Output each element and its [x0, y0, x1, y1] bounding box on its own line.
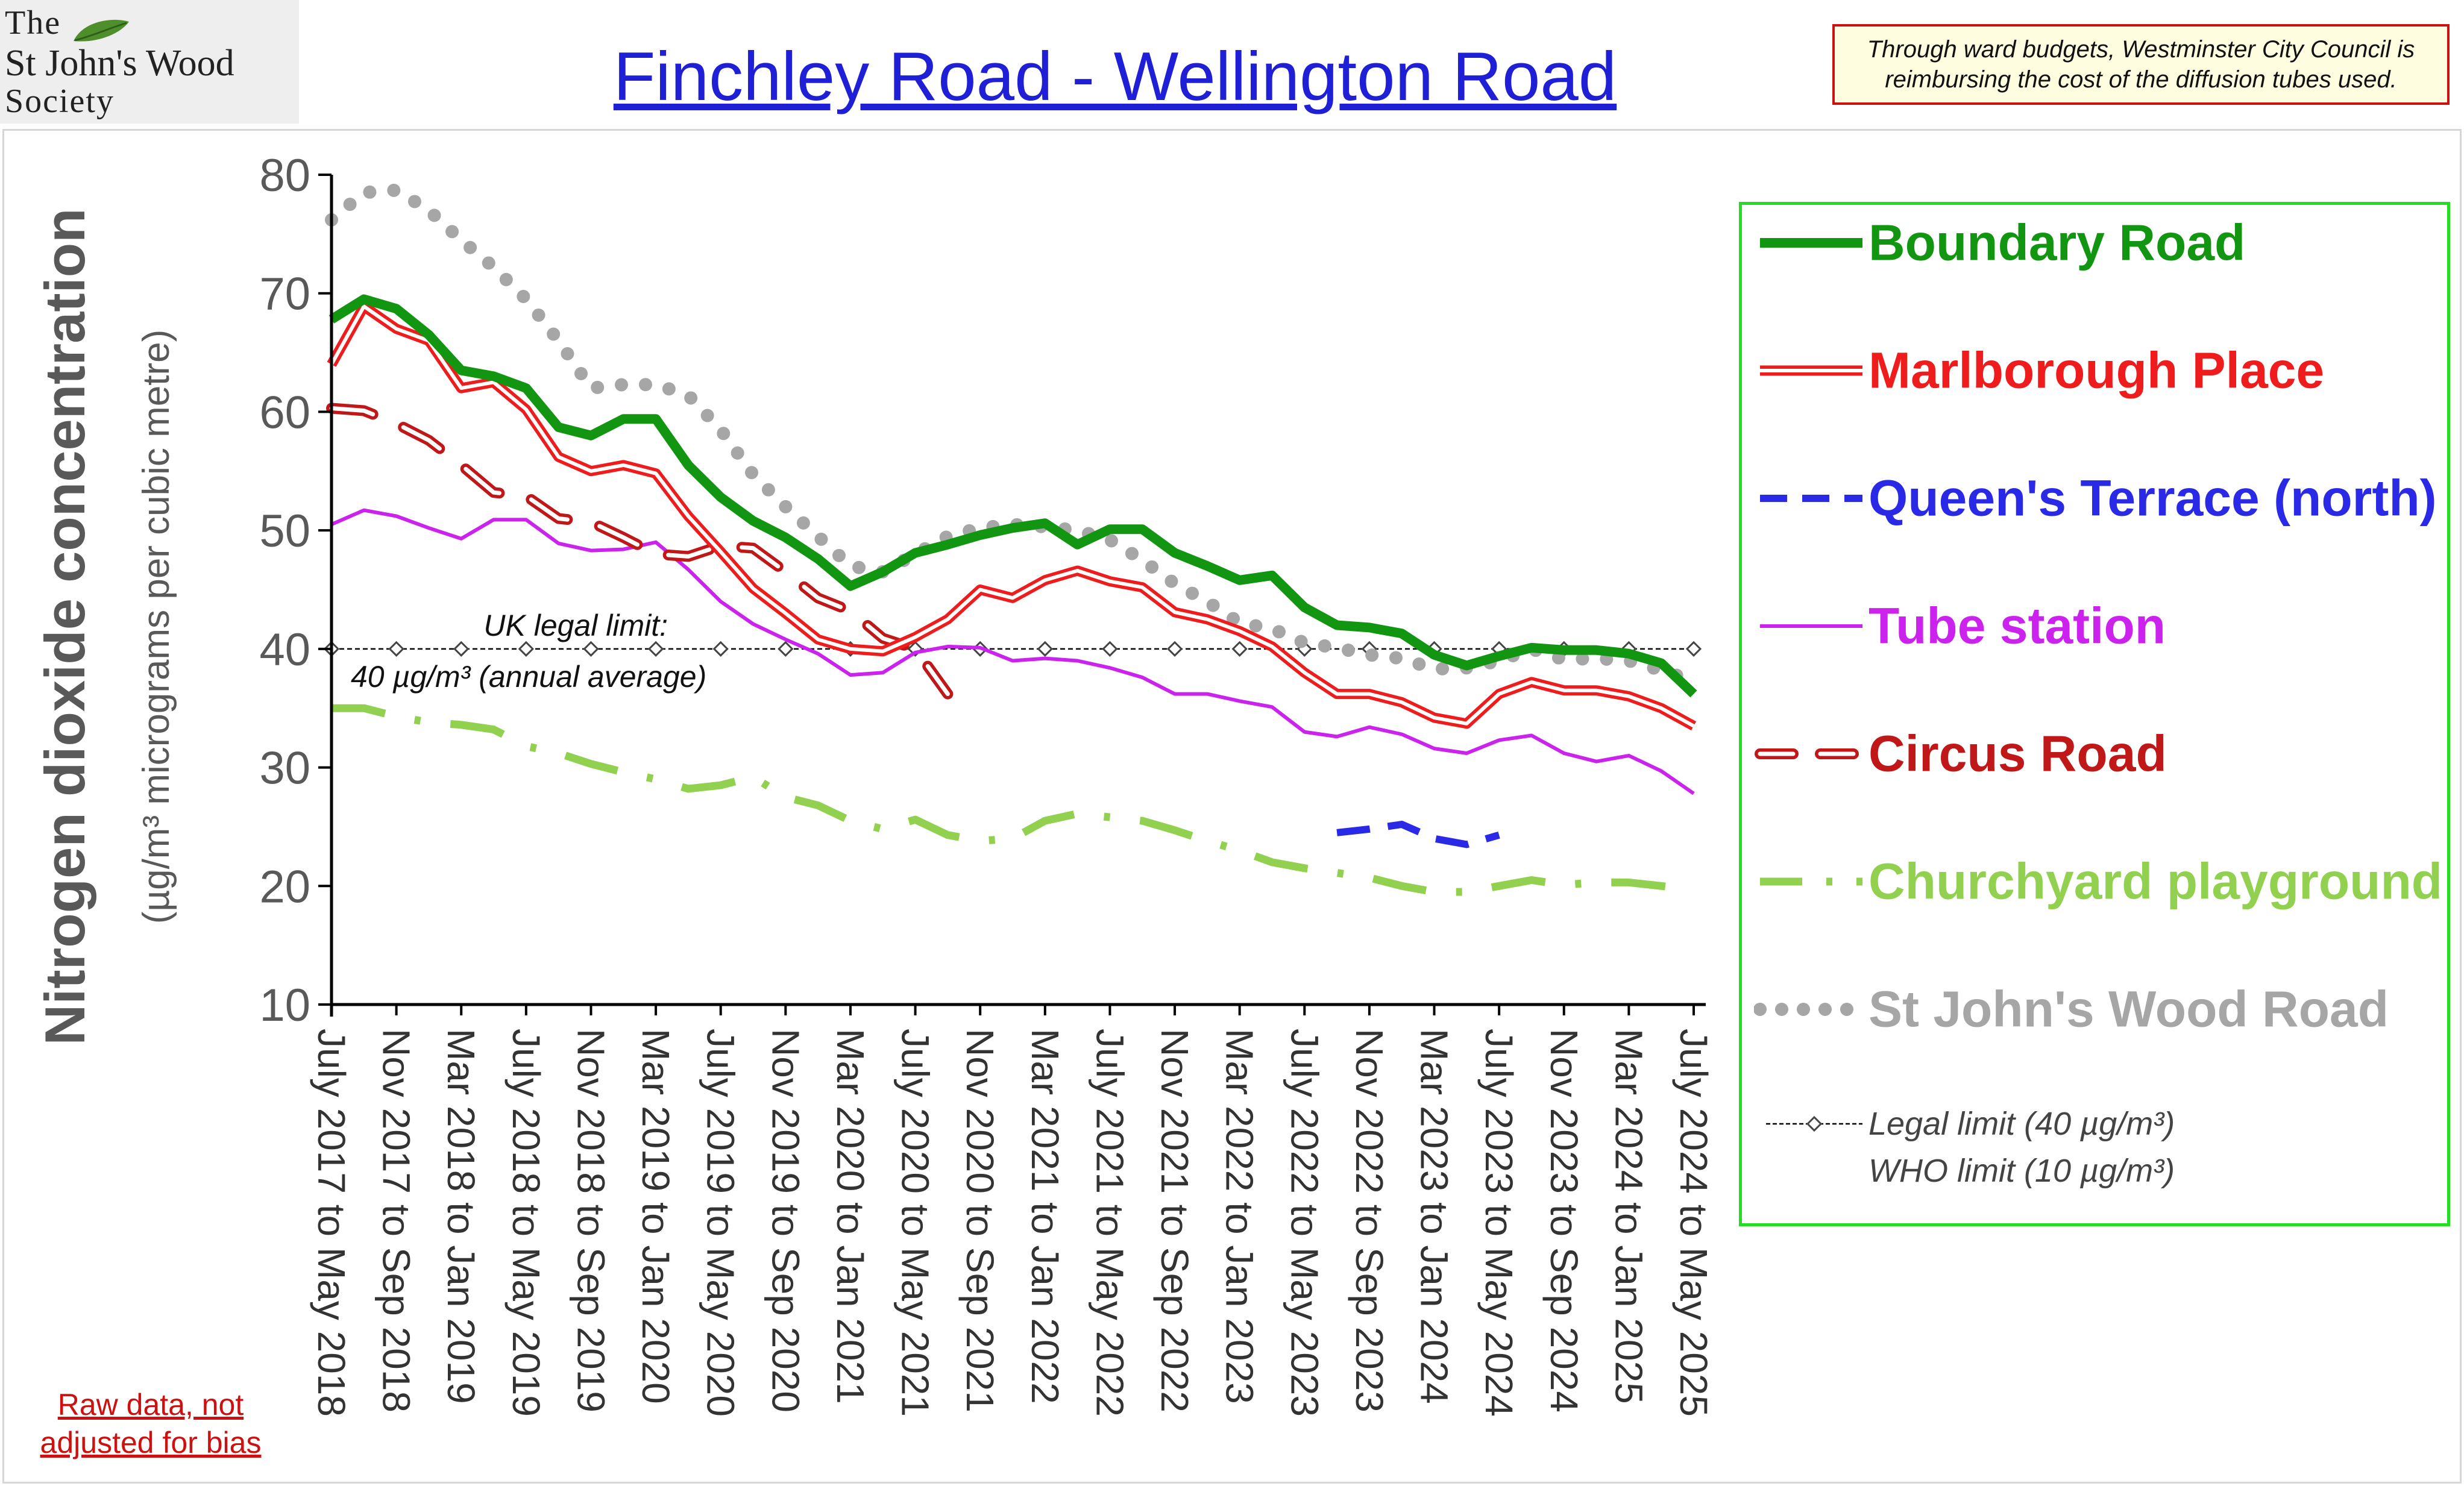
- x-tick-label: Nov 2020 to Sep 2021: [958, 1029, 1002, 1412]
- legal-limit-marker: [647, 641, 664, 657]
- x-tick-label: Mar 2022 to Jan 2023: [1218, 1029, 1262, 1404]
- legend-limit-text: WHO limit (10 µg/m³): [1868, 1153, 2175, 1189]
- plot-frame: [2, 129, 2462, 1484]
- legend-item-boundary: Boundary Road: [1754, 210, 2447, 276]
- series-line-boundary: [328, 294, 1697, 698]
- y-tick-label: 60: [259, 387, 310, 438]
- y-tick-label: 30: [259, 743, 310, 794]
- legend-swatch-tube: [1760, 624, 1862, 628]
- series-line-circus-inner: [329, 406, 950, 697]
- legend-item-stjohns: St John's Wood Road: [1754, 976, 2447, 1042]
- legal-limit-marker: [712, 641, 729, 657]
- legal-limit-marker: [1102, 641, 1118, 657]
- legend-swatch-churchyard: [1760, 877, 1862, 886]
- chart-legend: Boundary Road Marlborough Place Queen's Te…: [1739, 202, 2450, 1226]
- legend-limit-text: Legal limit (40 µg/m³): [1868, 1106, 2175, 1142]
- leaf-icon: [74, 19, 129, 42]
- x-tick-label: July 2018 to May 2019: [504, 1029, 548, 1417]
- legend-swatch-stjohns: [1754, 1003, 1868, 1016]
- y-tick-label: 80: [259, 150, 310, 201]
- x-tick-label: Nov 2022 to Sep 2023: [1348, 1029, 1391, 1412]
- x-tick-label: Nov 2023 to Sep 2024: [1542, 1029, 1586, 1412]
- legend-swatch-marlborough: [1760, 365, 1862, 376]
- y-tick-label: 50: [259, 506, 310, 557]
- y-tick-label: 70: [259, 269, 310, 320]
- legend-label-circus: Circus Road: [1868, 725, 2167, 782]
- legal-limit-marker: [1685, 641, 1702, 657]
- legend-swatch-queens: [1760, 495, 1862, 502]
- funding-note-text: Through ward budgets, Westminster City C…: [1867, 36, 2415, 93]
- legal-limit-marker: [453, 641, 470, 657]
- series-line-tube: [330, 508, 1695, 795]
- bias-note[interactable]: Raw data, not adjusted for bias: [12, 1386, 289, 1461]
- legend-label-queens: Queen's Terrace (north): [1868, 469, 2437, 527]
- x-tick-label: Mar 2018 to Jan 2019: [439, 1029, 483, 1404]
- x-tick-label: Nov 2017 to Sep 2018: [375, 1029, 418, 1412]
- society-logo: The St John's Wood Society: [0, 0, 299, 124]
- legend-swatch-boundary: [1760, 238, 1862, 248]
- legend-who-limit: WHO limit (10 µg/m³): [1754, 1150, 2447, 1192]
- x-tick-label: Mar 2021 to Jan 2022: [1023, 1029, 1067, 1404]
- x-tick-label: Mar 2024 to Jan 2025: [1607, 1029, 1650, 1404]
- series-line-stjohns: [325, 183, 1700, 688]
- x-tick-label: Nov 2019 to Sep 2020: [764, 1029, 807, 1412]
- x-tick-label: July 2022 to May 2023: [1283, 1029, 1326, 1417]
- logo-line-1: The: [5, 4, 61, 42]
- page-title[interactable]: Finchley Road - Wellington Road: [613, 39, 1617, 115]
- legend-label-churchyard: Churchyard playground: [1868, 853, 2443, 910]
- legend-item-marlborough: Marlborough Place: [1754, 337, 2447, 404]
- x-tick-label: Mar 2019 to Jan 2020: [634, 1029, 677, 1404]
- x-tick-label: Mar 2023 to Jan 2024: [1413, 1029, 1456, 1404]
- legal-limit-marker: [388, 641, 404, 657]
- legal-limit-marker: [1231, 641, 1248, 657]
- y-tick-label: 40: [259, 624, 310, 676]
- legend-label-stjohns: St John's Wood Road: [1868, 980, 2389, 1038]
- x-tick-label: July 2023 to May 2024: [1477, 1029, 1521, 1417]
- series-line-marlborough-inner: [330, 304, 1695, 728]
- legend-item-churchyard: Churchyard playground: [1754, 848, 2447, 915]
- bias-note-text: Raw data, not adjusted for bias: [40, 1388, 262, 1459]
- legend-label-boundary: Boundary Road: [1868, 214, 2246, 271]
- legend-item-circus: Circus Road: [1754, 721, 2447, 787]
- logo-line-3: Society: [5, 83, 115, 120]
- y-axis-title: Nitrogen dioxide concentration: [33, 208, 96, 1045]
- series-line-queens: [1336, 821, 1500, 848]
- series-line-churchyard: [332, 704, 1694, 896]
- legal-limit-marker: [518, 641, 534, 657]
- legal-limit-marker: [778, 641, 794, 657]
- legend-label-marlborough: Marlborough Place: [1868, 342, 2325, 399]
- y-tick-label: 20: [259, 861, 310, 912]
- logo-line-2: St John's Wood: [5, 43, 234, 84]
- x-tick-label: July 2017 to May 2018: [310, 1029, 353, 1417]
- legend-label-tube: Tube station: [1868, 597, 2166, 654]
- legend-item-queens: Queen's Terrace (north): [1754, 465, 2447, 531]
- legend-legal-limit: Legal limit (40 µg/m³): [1754, 1103, 2447, 1145]
- legend-swatch-circus: [1755, 748, 1868, 759]
- legal-limit-marker: [1166, 641, 1183, 657]
- y-tick-label: 10: [259, 980, 310, 1031]
- x-tick-label: Nov 2021 to Sep 2022: [1153, 1029, 1196, 1412]
- legal-limit-annotation-line-2: 40 µg/m³ (annual average): [351, 660, 706, 694]
- legal-limit-marker: [1037, 641, 1053, 657]
- legend-item-tube: Tube station: [1754, 593, 2447, 659]
- legend-swatch-legal-limit: [1766, 1115, 1862, 1132]
- y-axis-subtitle: (µg/m³ micrograms per cubic metre): [136, 330, 177, 924]
- x-tick-label: Nov 2018 to Sep 2019: [569, 1029, 612, 1412]
- legal-limit-marker: [583, 641, 599, 657]
- x-tick-label: July 2021 to May 2022: [1088, 1029, 1131, 1417]
- funding-note: Through ward budgets, Westminster City C…: [1832, 24, 2450, 105]
- x-tick-label: July 2019 to May 2020: [699, 1029, 743, 1417]
- x-tick-label: July 2020 to May 2021: [894, 1029, 937, 1417]
- x-tick-label: July 2024 to May 2025: [1672, 1029, 1715, 1417]
- legal-limit-annotation-line-1: UK legal limit:: [483, 609, 668, 642]
- x-tick-label: Mar 2020 to Jan 2021: [829, 1029, 872, 1404]
